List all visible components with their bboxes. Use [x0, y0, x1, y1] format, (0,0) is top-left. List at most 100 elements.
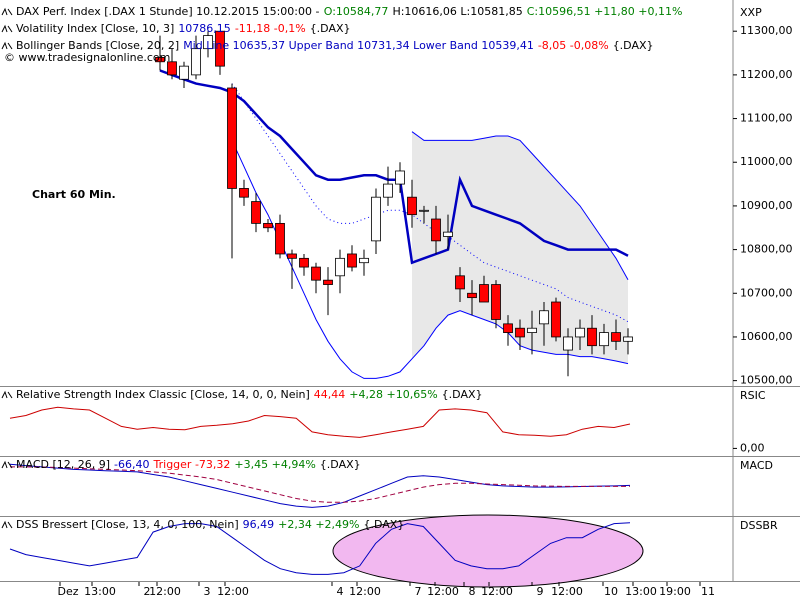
x-tick-label: 13:00 [84, 585, 116, 598]
candle-body [455, 275, 465, 290]
candle-body [203, 35, 213, 50]
header-text: Volatility Index [Close, 10, 3] 10786,15-… [16, 22, 351, 35]
candle-body [443, 231, 453, 237]
header-icon [1, 24, 13, 33]
y-tick-label: 11300,00 [740, 24, 793, 37]
y-tick-label: 10500,00 [740, 374, 793, 387]
axis-label: RSIC [740, 389, 766, 402]
candle-body [539, 310, 549, 325]
series-line [231, 83, 629, 323]
y-tick-label: 11100,00 [740, 112, 793, 125]
candle-body [167, 61, 177, 76]
candle-body [551, 301, 561, 338]
header-part: C:10596,51 +11,80 +0,11% [527, 5, 683, 18]
watermark: © www.tradesignalonline.com [4, 51, 170, 64]
header-part: Volatility Index [Close, 10, 3] [16, 22, 174, 35]
header-part: +3,45 +4,94% [234, 458, 315, 471]
x-tick-label: 12:00 [551, 585, 583, 598]
series-line [9, 522, 631, 575]
candle-body [287, 253, 297, 259]
header-icon [1, 41, 13, 50]
x-tick-label: 8 [469, 585, 476, 598]
series-line [159, 69, 629, 265]
header-part: -8,05 -0,08% [538, 39, 609, 52]
candle-body [467, 292, 477, 299]
candle-body [419, 209, 429, 212]
candle-body [275, 222, 285, 255]
panel: DSSBR DSS Bressert [Close, 13, 4, 0, 100,… [1, 514, 778, 598]
annotation: Chart 60 Min. [32, 188, 116, 201]
x-tick-label: 3 [204, 585, 211, 598]
y-tick-label: 10800,00 [740, 243, 793, 256]
candle-body [323, 279, 333, 285]
candle-body [407, 196, 417, 216]
header-part: -66,40 [114, 458, 149, 471]
candle-body [491, 284, 501, 320]
candle-body [251, 201, 261, 224]
candle-body [503, 323, 513, 333]
x-tick-label: Dez [57, 585, 78, 598]
series-line [231, 140, 629, 379]
candle-body [611, 332, 621, 342]
candle-body [215, 30, 225, 67]
x-tick-label: 12:00 [217, 585, 249, 598]
header-part: Mid Line 10635,37 Upper Band 10731,34 Lo… [183, 39, 534, 52]
x-tick-label: 12:00 [481, 585, 513, 598]
candle-body [599, 332, 609, 347]
x-tick-label: 12:00 [427, 585, 459, 598]
candle-body [527, 327, 537, 333]
panel: MACD MACD [12, 26, 9] -66,40 Trigger -73,32… [1, 458, 773, 508]
series-line [10, 466, 631, 503]
header-text: MACD [12, 26, 9] -66,40 Trigger -73,32 +3,4… [16, 458, 361, 471]
y-tick-label: 11000,00 [740, 155, 793, 168]
header-part: {.DAX} [364, 518, 405, 531]
header-part: O:10584,77 [324, 5, 389, 18]
header-part: H:10616,06 L:10581,85 [392, 5, 522, 18]
header-icon [1, 460, 13, 469]
candle-body [623, 336, 633, 342]
header-part: {.DAX} [613, 39, 654, 52]
panel: XXP 11300,00 11200,00 11100,00 11000,00 10900… [1, 5, 793, 387]
header-part: 96,49 [243, 518, 275, 531]
header-part: Trigger -73,32 [153, 458, 231, 471]
candle-body [335, 257, 345, 277]
header-part: Relative Strength Index Classic [Close, … [16, 388, 310, 401]
header-part: -11,18 -0,1% [235, 22, 306, 35]
x-tick-label: 12:00 [149, 585, 181, 598]
candle-body [227, 87, 237, 189]
x-tick-label: 11 [701, 585, 715, 598]
header-part: DSS Bressert [Close, 13, 4, 0, 100, Nein… [16, 518, 239, 531]
candle-body [431, 218, 441, 242]
candle-body [515, 327, 525, 338]
candle-body [239, 188, 249, 198]
header-part: {.DAX} [320, 458, 361, 471]
header-part: {.DAX} [442, 388, 483, 401]
candle-body [179, 65, 189, 80]
y-tick-label: 10600,00 [740, 330, 793, 343]
series-line [9, 463, 631, 508]
axis-label: DSSBR [740, 519, 778, 532]
header-text: DAX Perf. Index [.DAX 1 Stunde] 10.12.20… [16, 5, 682, 18]
header-part: 10786,15 [178, 22, 231, 35]
axis-label: MACD [740, 459, 773, 472]
header-icon [1, 390, 13, 399]
header-text: DSS Bressert [Close, 13, 4, 0, 100, Nein… [16, 518, 404, 531]
candle-body [263, 222, 273, 229]
header-part: Bollinger Bands [Close, 20, 2] [16, 39, 179, 52]
y-tick-label: 11200,00 [740, 68, 793, 81]
x-tick-label: 13:00 [625, 585, 657, 598]
x-tick-label: 7 [415, 585, 422, 598]
candle-body [563, 336, 573, 351]
series-line [411, 131, 629, 280]
candle-body [395, 170, 405, 185]
y-tick-label: 0,00 [740, 441, 765, 454]
candle-body [479, 284, 489, 303]
header-part: {.DAX} [310, 22, 351, 35]
header-part: +4,28 +10,65% [349, 388, 437, 401]
candle-body [575, 327, 585, 338]
candle-body [311, 266, 321, 281]
header-text: Relative Strength Index Classic [Close, … [16, 388, 483, 401]
candle-body [371, 196, 381, 242]
